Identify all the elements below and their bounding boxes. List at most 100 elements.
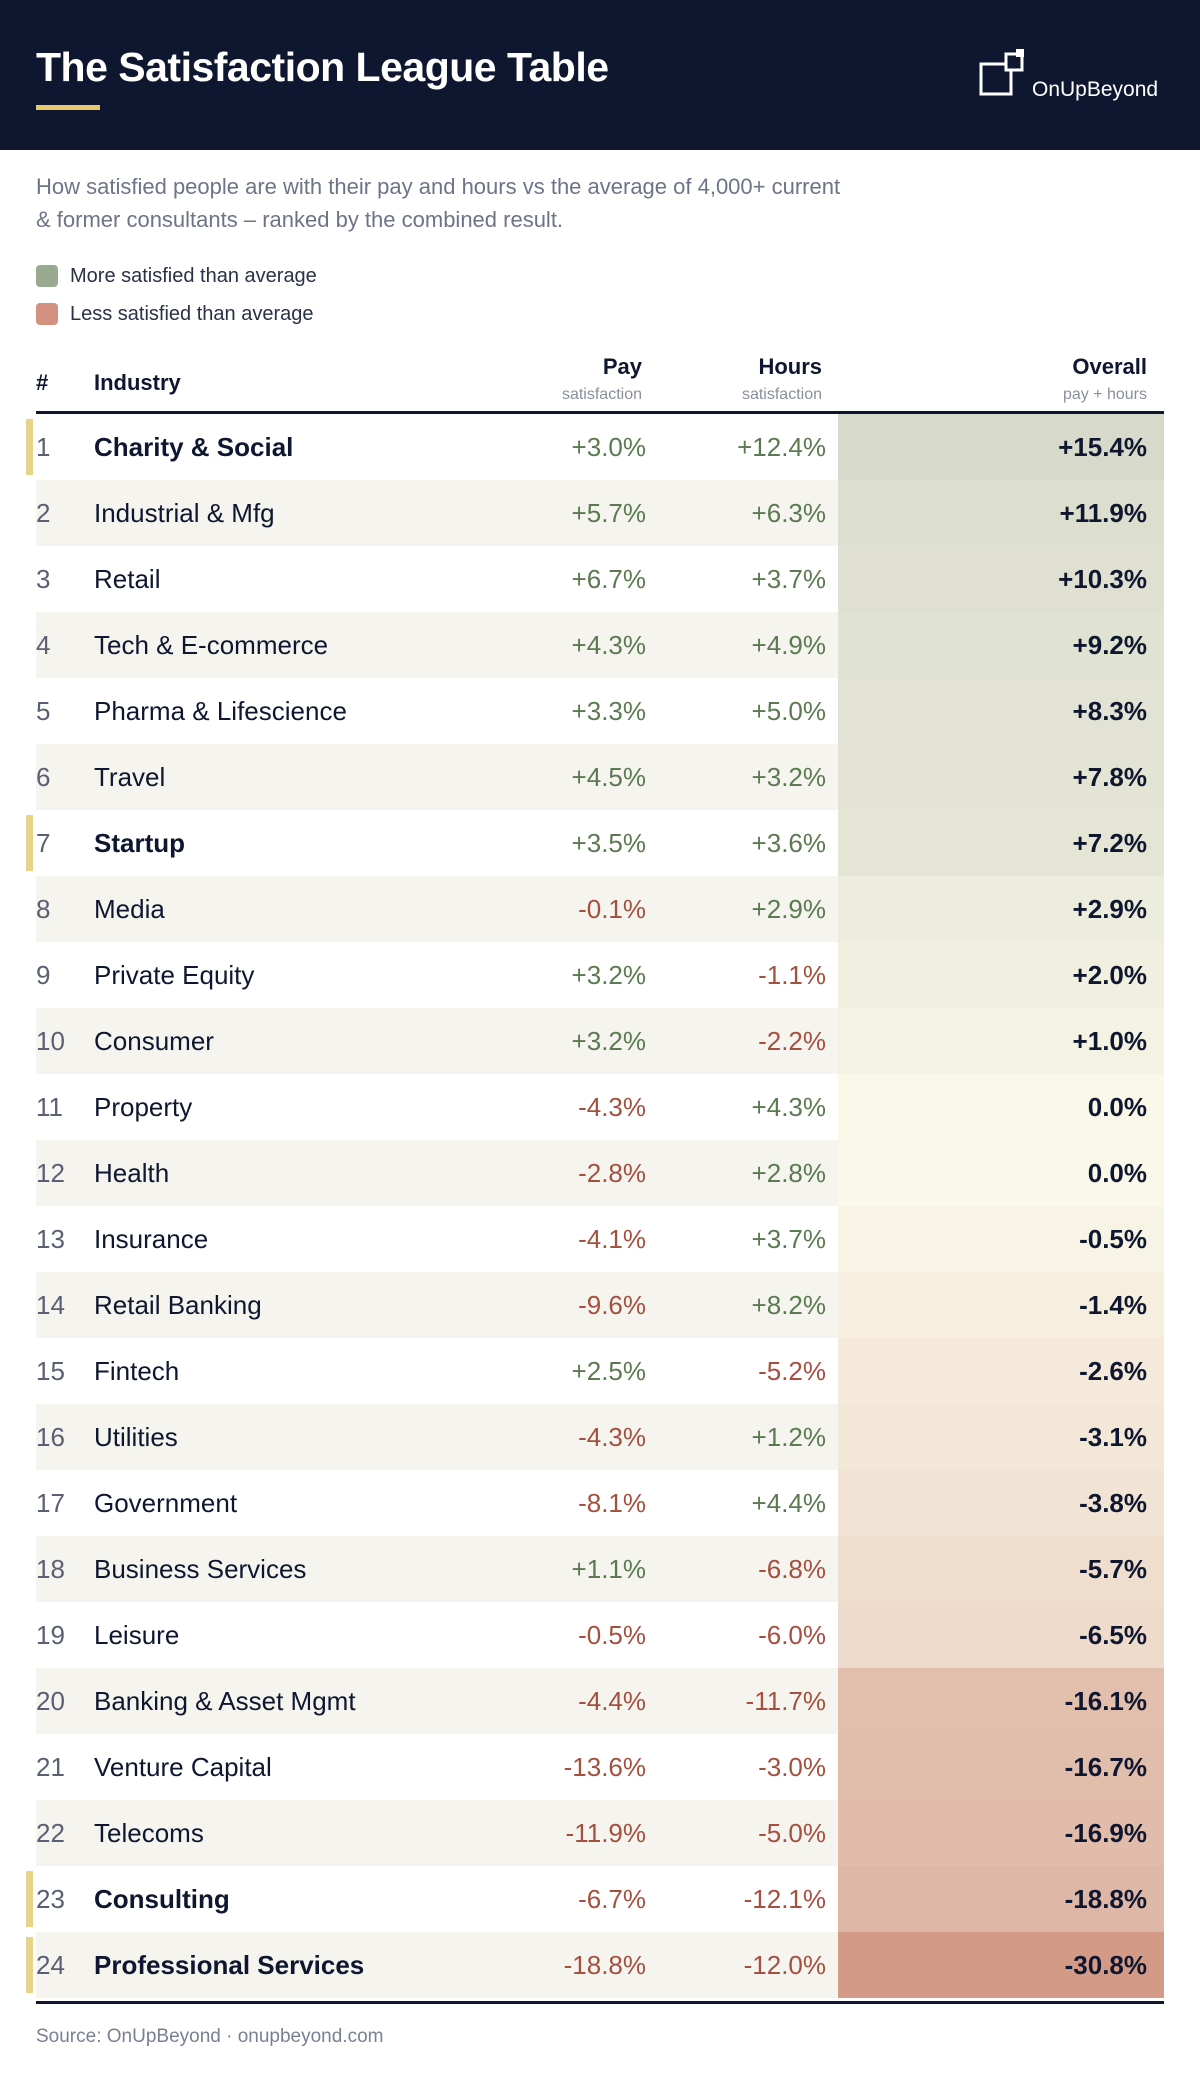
hours-cell: -2.2% xyxy=(758,1026,826,1056)
overall-cell: +7.2% xyxy=(1072,828,1147,858)
pay-cell: -9.6% xyxy=(578,1290,646,1320)
header-bar: The Satisfaction League Table OnUpBeyond xyxy=(0,0,1200,150)
table-row: 23 Consulting -6.7% -12.1% -18.8% xyxy=(36,1866,1164,1932)
overall-heat-cell xyxy=(838,1140,1164,1206)
overall-cell: -16.9% xyxy=(1064,1818,1147,1848)
highlight-marker xyxy=(26,1937,33,1993)
overall-heat-cell xyxy=(838,876,1164,942)
pay-cell: -18.8% xyxy=(563,1950,646,1980)
table-row: 14 Retail Banking -9.6% +8.2% -1.4% xyxy=(36,1272,1164,1338)
highlight-marker xyxy=(26,815,33,871)
rank-cell: 21 xyxy=(36,1752,65,1782)
industry-cell: Private Equity xyxy=(94,960,255,990)
pay-cell: -4.4% xyxy=(578,1686,646,1716)
table-row: 18 Business Services +1.1% -6.8% -5.7% xyxy=(36,1536,1164,1602)
industry-cell: Travel xyxy=(94,762,166,792)
rank-cell: 6 xyxy=(36,762,51,792)
overall-heat-cell xyxy=(838,1008,1164,1074)
column-subheader-pay: satisfaction xyxy=(561,386,642,403)
brand-logo: OnUpBeyond xyxy=(978,48,1168,108)
overall-cell: -30.8% xyxy=(1064,1950,1147,1980)
column-header-rank: # xyxy=(36,370,49,395)
industry-cell: Insurance xyxy=(94,1224,209,1254)
column-header-industry: Industry xyxy=(94,370,181,395)
overall-heat-cell xyxy=(838,744,1164,810)
overall-heat-cell xyxy=(838,1932,1164,1998)
pay-cell: -4.1% xyxy=(578,1224,646,1254)
rank-cell: 7 xyxy=(36,828,51,858)
rank-cell: 2 xyxy=(36,498,51,528)
subtitle: How satisfied people are with their pay … xyxy=(36,174,841,232)
industry-cell: Utilities xyxy=(94,1422,178,1452)
overall-heat-cell xyxy=(838,480,1164,546)
overall-heat-cell xyxy=(838,942,1164,1008)
table-row: 16 Utilities -4.3% +1.2% -3.1% xyxy=(36,1404,1164,1470)
overall-cell: -0.5% xyxy=(1079,1224,1147,1254)
rank-cell: 15 xyxy=(36,1356,65,1386)
rank-cell: 1 xyxy=(36,432,51,462)
overall-cell: +10.3% xyxy=(1058,564,1147,594)
overall-heat-cell xyxy=(838,1668,1164,1734)
rank-cell: 24 xyxy=(36,1950,65,1980)
rank-cell: 14 xyxy=(36,1290,65,1320)
hours-cell: +5.0% xyxy=(751,696,826,726)
overall-heat-cell xyxy=(838,1602,1164,1668)
overall-cell: +9.2% xyxy=(1072,630,1147,660)
rank-cell: 17 xyxy=(36,1488,65,1518)
hours-cell: +4.9% xyxy=(751,630,826,660)
brand-name: OnUpBeyond xyxy=(1032,78,1159,101)
overall-cell: -16.7% xyxy=(1064,1752,1147,1782)
table-row: 2 Industrial & Mfg +5.7% +6.3% +11.9% xyxy=(36,480,1164,546)
pay-cell: +3.2% xyxy=(571,1026,646,1056)
overall-heat-cell xyxy=(838,1866,1164,1932)
overall-heat-cell xyxy=(838,678,1164,744)
table-row: 6 Travel +4.5% +3.2% +7.8% xyxy=(36,744,1164,810)
industry-cell: Fintech xyxy=(94,1356,180,1386)
industry-cell: Consulting xyxy=(94,1884,230,1914)
legend-swatch-less xyxy=(36,303,58,325)
pay-cell: +3.0% xyxy=(571,432,646,462)
highlight-marker xyxy=(26,1871,33,1927)
pay-cell: +3.5% xyxy=(571,828,646,858)
industry-cell: Tech & E-commerce xyxy=(94,630,329,660)
overall-heat-cell xyxy=(838,1272,1164,1338)
overall-cell: -3.1% xyxy=(1079,1422,1147,1452)
rank-cell: 11 xyxy=(36,1092,63,1122)
overall-cell: +2.9% xyxy=(1072,894,1147,924)
column-header-pay: Pay xyxy=(602,354,642,379)
table-row: 15 Fintech +2.5% -5.2% -2.6% xyxy=(36,1338,1164,1404)
overall-cell: -18.8% xyxy=(1064,1884,1147,1914)
overall-cell: -5.7% xyxy=(1079,1554,1147,1584)
overall-cell: -16.1% xyxy=(1064,1686,1147,1716)
industry-cell: Property xyxy=(94,1092,193,1122)
hours-cell: -12.0% xyxy=(743,1950,826,1980)
rank-cell: 8 xyxy=(36,894,51,924)
rank-cell: 3 xyxy=(36,564,51,594)
industry-cell: Professional Services xyxy=(94,1950,365,1980)
pay-cell: +4.3% xyxy=(571,630,646,660)
hours-cell: -5.2% xyxy=(758,1356,826,1386)
pay-cell: -0.1% xyxy=(578,894,646,924)
legend-label-more: More satisfied than average xyxy=(70,264,317,287)
hours-cell: -5.0% xyxy=(758,1818,826,1848)
column-header-hours: Hours xyxy=(758,354,822,379)
rank-cell: 13 xyxy=(36,1224,65,1254)
rank-cell: 22 xyxy=(36,1818,65,1848)
table-row: 3 Retail +6.7% +3.7% +10.3% xyxy=(36,546,1164,612)
brand-squares-icon xyxy=(979,49,1024,96)
hours-cell: -3.0% xyxy=(758,1752,826,1782)
industry-cell: Retail xyxy=(94,564,161,594)
overall-heat-cell xyxy=(838,1734,1164,1800)
hours-cell: +3.7% xyxy=(751,564,826,594)
overall-heat-cell xyxy=(838,810,1164,876)
overall-heat-cell xyxy=(838,612,1164,678)
legend-item-more: More satisfied than average xyxy=(36,264,317,288)
table-row: 4 Tech & E-commerce +4.3% +4.9% +9.2% xyxy=(36,612,1164,678)
rank-cell: 16 xyxy=(36,1422,65,1452)
table-row: 1 Charity & Social +3.0% +12.4% +15.4% xyxy=(36,414,1164,480)
industry-cell: Startup xyxy=(94,828,185,858)
overall-heat-cell xyxy=(838,414,1164,480)
overall-heat-cell xyxy=(838,1338,1164,1404)
rank-cell: 23 xyxy=(36,1884,65,1914)
rank-cell: 4 xyxy=(36,630,51,660)
